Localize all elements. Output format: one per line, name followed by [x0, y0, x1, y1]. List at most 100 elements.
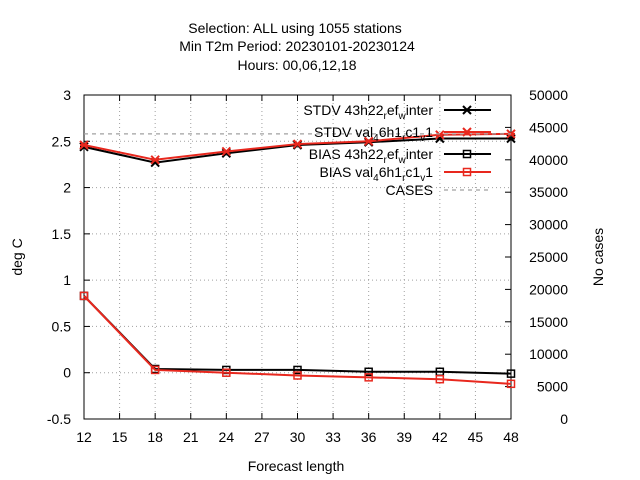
- y2-tick-label: 35000: [529, 184, 568, 200]
- data-point: [435, 130, 445, 140]
- square-marker: [293, 365, 302, 375]
- data-point: [150, 155, 160, 165]
- legend-text: c1: [405, 164, 420, 180]
- y2-axis-label: No cases: [590, 228, 606, 286]
- series-3: [79, 291, 516, 389]
- square-marker: [364, 367, 373, 377]
- x-tick-label: 39: [396, 429, 412, 445]
- legend-text: BIAS 43h22: [309, 146, 384, 162]
- data-point: [506, 369, 516, 378]
- chart-title-line1: Selection: ALL using 1055 stations: [188, 20, 402, 36]
- square-marker: [506, 369, 516, 378]
- legend-subscript: w: [398, 111, 407, 122]
- x-tick-label: 42: [432, 429, 448, 445]
- y-tick-label: 1: [63, 272, 71, 288]
- data-point: [79, 291, 89, 301]
- legend-text: 1: [425, 124, 433, 140]
- legend-subscript: r: [384, 111, 388, 122]
- legend-label: STDV 43h22refwinter: [303, 102, 433, 122]
- y2-tick-label: 50000: [529, 87, 568, 103]
- legend-subscript: 4: [373, 173, 379, 184]
- legend-text: 6h1: [379, 124, 403, 140]
- legend-label: BIAS 43h22refwinter: [309, 146, 434, 166]
- chart-title-line2: Min T2m Period: 20230101-20230124: [179, 38, 415, 54]
- x-tick-label: 33: [325, 429, 341, 445]
- data-point: [506, 379, 516, 389]
- x-tick-label: 12: [76, 429, 92, 445]
- x-tick-label: 15: [112, 429, 128, 445]
- y-axis-label: deg C: [9, 238, 25, 275]
- y-tick-label: -0.5: [47, 411, 71, 427]
- x-tick-label: 18: [147, 429, 163, 445]
- data-point: [292, 139, 303, 149]
- legend-marker: [462, 149, 472, 159]
- legend-subscript: v: [420, 133, 425, 144]
- y-tick-label: 1.5: [52, 226, 72, 242]
- legend-subscript: r: [402, 133, 406, 144]
- square-marker: [435, 374, 445, 384]
- legend-text: 6h1: [379, 164, 403, 180]
- data-point: [364, 373, 373, 382]
- x-tick-label: 48: [503, 429, 519, 445]
- y-tick-label: 2.5: [52, 133, 72, 149]
- star-marker: [150, 155, 160, 165]
- legend-text: c1: [405, 124, 420, 140]
- legend-marker: [462, 105, 472, 115]
- y2-tick-label: 20000: [529, 281, 568, 297]
- square-marker: [79, 291, 89, 301]
- legend-subscript: v: [420, 173, 425, 184]
- legend-text: BIAS val: [319, 164, 373, 180]
- square-marker: [222, 368, 231, 377]
- legend-text: STDV 43h22: [303, 102, 383, 118]
- x-tick-label: 36: [361, 429, 377, 445]
- square-marker: [462, 167, 472, 177]
- square-marker: [462, 149, 472, 159]
- legend-text: ef: [387, 102, 399, 118]
- legend-subscript: w: [398, 155, 407, 166]
- legend-text: STDV val: [314, 124, 373, 140]
- x-tick-label: 27: [254, 429, 270, 445]
- data-point: [293, 371, 302, 380]
- legend-text: inter: [406, 146, 434, 162]
- legend-text: inter: [406, 102, 434, 118]
- data-point: [79, 140, 89, 150]
- x-tick-label: 24: [219, 429, 235, 445]
- legend-text: ef: [387, 146, 399, 162]
- x-tick-label: 30: [290, 429, 306, 445]
- y2-tick-label: 5000: [537, 379, 568, 395]
- y-tick-label: 0.5: [52, 318, 72, 334]
- star-marker: [363, 136, 374, 146]
- star-marker: [292, 139, 303, 149]
- star-marker: [435, 130, 445, 140]
- y2-tick-label: 40000: [529, 152, 568, 168]
- x-tick-label: 21: [183, 429, 199, 445]
- legend-text: 1: [425, 164, 433, 180]
- data-point: [293, 365, 302, 375]
- square-marker: [364, 373, 373, 382]
- data-point: [364, 367, 373, 377]
- y2-tick-label: 45000: [529, 119, 568, 135]
- legend-subscript: r: [384, 155, 388, 166]
- data-point: [221, 146, 232, 157]
- star-marker: [462, 127, 472, 137]
- tick-layer: 12 15 18 21 24 27 30 33 36 39 42 45 48-0.500.511.522…: [47, 87, 568, 445]
- star-marker: [462, 105, 472, 115]
- data-point: [363, 136, 374, 146]
- data-point: [435, 374, 445, 384]
- square-marker: [293, 371, 302, 380]
- y2-tick-label: 15000: [529, 314, 568, 330]
- star-marker: [221, 146, 232, 157]
- legend-subscript: r: [402, 173, 406, 184]
- legend-marker: [462, 167, 472, 177]
- legend-subscript: 4: [373, 133, 379, 144]
- y-tick-label: 2: [63, 180, 71, 196]
- square-marker: [150, 365, 160, 375]
- x-tick-label: 45: [468, 429, 484, 445]
- legend-marker: [462, 127, 472, 137]
- star-marker: [79, 140, 89, 150]
- data-point: [150, 365, 160, 375]
- series-2: [79, 291, 516, 378]
- y-tick-label: 3: [63, 87, 71, 103]
